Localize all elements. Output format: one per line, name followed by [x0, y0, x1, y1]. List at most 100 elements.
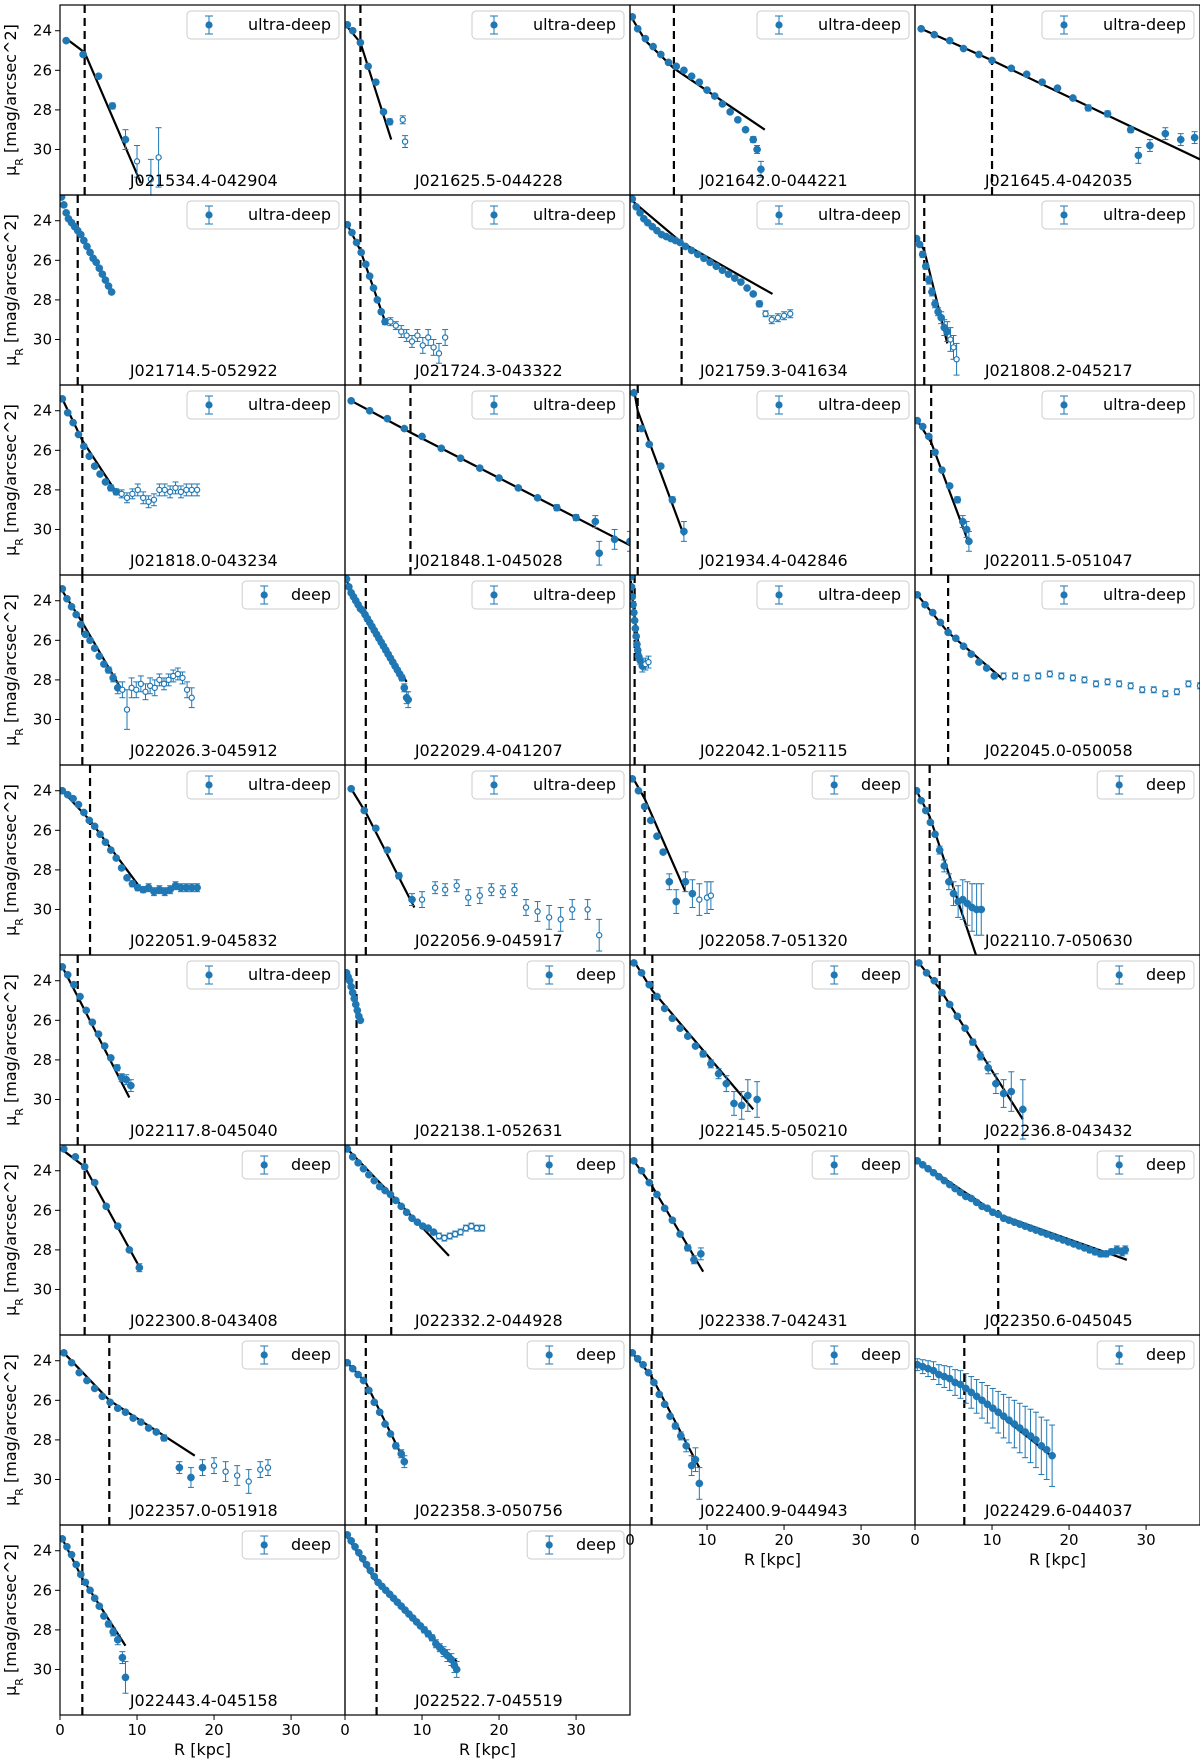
fit-line [350, 788, 416, 909]
data-point [945, 36, 954, 45]
data-point [134, 483, 141, 497]
data-point [183, 483, 190, 497]
y-axis-label: μR [mag/arcsec^2] [1, 404, 26, 556]
y-axis-label: μR [mag/arcsec^2] [1, 594, 26, 746]
data-point [424, 1224, 433, 1232]
data-point [649, 42, 657, 51]
plot-area [60, 1335, 272, 1525]
legend-label: ultra-deep [248, 775, 331, 794]
data-point [83, 1376, 91, 1385]
data-point [936, 618, 945, 627]
data-point [1005, 1216, 1013, 1225]
y-tick-label: 28 [33, 1241, 52, 1259]
data-point [710, 92, 719, 100]
legend-label: ultra-deep [248, 205, 331, 224]
data-point [690, 1255, 698, 1265]
data-point [188, 483, 195, 497]
fit-line [65, 37, 142, 184]
data-point [495, 474, 503, 482]
data-point [945, 482, 954, 490]
data-point [953, 1012, 962, 1021]
y-tick-label: 24 [33, 212, 52, 230]
data-point [379, 108, 388, 116]
data-point [398, 325, 405, 338]
plot-area [60, 385, 201, 575]
galaxy-id-label: J022400.9-044943 [699, 1501, 848, 1520]
data-point [401, 135, 409, 148]
data-point [381, 317, 389, 326]
data-point [86, 248, 94, 257]
data-point [72, 1560, 81, 1569]
plot-area [60, 195, 116, 385]
data-point [1146, 139, 1154, 152]
data-point [787, 309, 794, 319]
data-point [975, 658, 983, 666]
data-point [365, 1170, 373, 1179]
legend-label: deep [576, 1155, 616, 1174]
data-point [90, 1178, 99, 1187]
data-point [718, 266, 727, 275]
data-point [147, 158, 155, 195]
plot-area [347, 385, 630, 575]
data-point [633, 640, 641, 649]
data-point [1022, 70, 1031, 79]
data-point [975, 50, 983, 59]
data-point [744, 1079, 752, 1112]
data-point [994, 1390, 1003, 1434]
plot-area [630, 765, 715, 955]
x-tick-label: 30 [567, 1721, 586, 1739]
legend: deep [1096, 770, 1195, 800]
data-point [365, 272, 374, 280]
data-point [435, 342, 443, 364]
profile-panel: deep J022110.7-050630 [914, 764, 1200, 956]
data-point [653, 832, 661, 841]
data-point [100, 660, 108, 668]
data-point [633, 1354, 642, 1363]
y-tick-label: 30 [33, 330, 52, 348]
data-point [741, 125, 750, 134]
data-point [610, 528, 619, 550]
data-point [951, 634, 960, 643]
galaxy-id-label: J022145.5-050210 [699, 1121, 848, 1140]
data-point [1058, 672, 1065, 680]
fit-line [631, 18, 766, 131]
galaxy-id-label: J021934.4-042846 [699, 551, 848, 570]
data-point [949, 881, 958, 907]
data-point [83, 242, 91, 251]
data-point [938, 466, 946, 474]
data-point [753, 1081, 761, 1118]
data-point [659, 848, 667, 856]
data-point [429, 1228, 438, 1236]
profile-panel: ultra-deep J021808.2-045217 [914, 194, 1200, 386]
y-tick-label: 24 [33, 402, 52, 420]
data-point [81, 1578, 90, 1587]
data-point [475, 464, 484, 472]
plot-area [345, 1145, 486, 1335]
data-point [632, 203, 641, 211]
data-point [1161, 127, 1170, 141]
legend: deep [811, 1340, 910, 1370]
profile-panel: deep J022332.2-044928 [344, 1144, 631, 1336]
data-point [967, 1194, 976, 1203]
data-point [347, 1536, 356, 1545]
data-point [385, 117, 394, 126]
data-point [128, 677, 135, 699]
data-point [757, 160, 765, 178]
y-tick-label: 26 [33, 1201, 52, 1219]
data-point [915, 1156, 922, 1165]
galaxy-id-label: J022350.6-045045 [984, 1311, 1133, 1330]
data-point [80, 808, 88, 817]
y-tick-label: 28 [33, 861, 52, 879]
data-point [100, 1042, 109, 1050]
x-tick-label: 20 [205, 1721, 224, 1739]
data-point [264, 1459, 272, 1477]
legend-label: ultra-deep [533, 15, 616, 34]
data-point [641, 34, 650, 43]
data-point [922, 968, 931, 977]
profile-panel: ultra-deep J021714.5-052922 24 26 28 30 μR [ma… [1, 194, 346, 386]
plot-area [630, 385, 688, 575]
data-point [931, 448, 939, 457]
data-point [106, 484, 115, 492]
data-point [119, 681, 126, 699]
data-point [499, 885, 507, 899]
